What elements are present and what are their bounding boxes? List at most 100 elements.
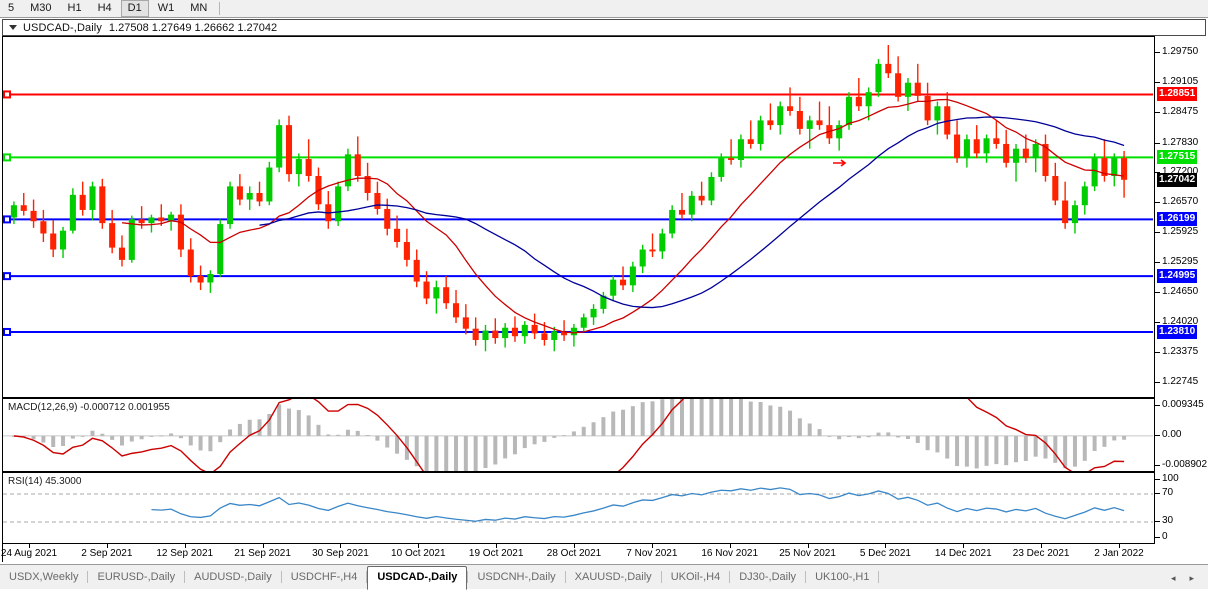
tab-separator (878, 571, 880, 583)
date-axis-tick (418, 544, 420, 548)
support-level-tag-1[interactable]: 1.26199 (1157, 212, 1198, 227)
chevron-down-icon[interactable] (9, 25, 17, 30)
macd-pane[interactable]: MACD(12,26,9) -0.000712 0.001955 (2, 398, 1154, 472)
price-axis-label: 1.25925 (1162, 226, 1199, 238)
date-axis-label: 25 Nov 2021 (779, 548, 836, 559)
tab-separator (729, 571, 731, 583)
date-axis-tick (184, 544, 186, 548)
date-axis-label: 12 Sep 2021 (156, 548, 214, 559)
price-axis-tick (1155, 142, 1160, 144)
current-price-tag[interactable]: 1.27042 (1157, 172, 1198, 187)
symbol-name: USDCAD-,Daily (23, 21, 102, 34)
date-axis-tick (1041, 544, 1043, 548)
date-axis-tick (807, 544, 809, 548)
timeframe-button-H4[interactable]: H4 (97, 2, 112, 14)
timeframe-button-H1[interactable]: H1 (67, 2, 82, 14)
rsi-axis-tick (1155, 493, 1160, 494)
macd-axis-tick (1155, 434, 1160, 436)
chart-tab-usdcaddaily[interactable]: USDCAD-,Daily (367, 566, 468, 590)
toolbar-separator (219, 2, 221, 15)
price-axis-label: 1.27830 (1162, 136, 1199, 148)
rsi-axis-tick (1155, 521, 1160, 522)
price-axis-label: 1.29750 (1162, 46, 1199, 58)
chart-tab-audusddaily[interactable]: AUDUSD-,Daily (194, 571, 272, 583)
chart-tab-bar: USDX,Weekly EURUSD-,Daily AUDUSD-,Daily USD… (0, 564, 1208, 590)
price-axis-label: 1.27200 (1162, 167, 1198, 177)
timeframe-button-W1[interactable]: W1 (157, 2, 175, 14)
symbol-ohlc: 1.27508 1.27649 1.26662 1.27042 (108, 21, 278, 34)
chart-tab-ukoilh4[interactable]: UKOil-,H4 (670, 571, 721, 583)
price-axis-tick (1155, 322, 1160, 324)
chart-tab-xauusddaily[interactable]: XAUUSD-,Daily (574, 571, 652, 583)
timeframe-button-5[interactable]: 5 (8, 2, 15, 14)
rsi-axis-tick (1155, 479, 1160, 480)
date-axis-label: 7 Nov 2021 (626, 548, 678, 559)
macd-axis: 0.009345 0.00 -0.008902 (1154, 398, 1208, 472)
tab-separator (184, 571, 186, 583)
price-axis-tick (1155, 262, 1160, 263)
rsi-pane[interactable]: RSI(14) 45.3000 (2, 472, 1154, 544)
price-chart-pane[interactable] (2, 36, 1154, 398)
price-axis-label: 1.22745 (1162, 376, 1199, 388)
price-axis-label: 1.23375 (1162, 346, 1199, 358)
symbol-header: USDCAD-,Daily 1.27508 1.27649 1.26662 1.… (2, 19, 1206, 36)
chart-tab-dj30daily[interactable]: DJ30-,Daily (739, 571, 797, 583)
price-axis-label: 1.28475 (1162, 106, 1199, 118)
green-level-tag[interactable]: 1.27515 (1157, 150, 1198, 165)
price-axis-tick (1155, 352, 1160, 354)
date-axis-label: 28 Oct 2021 (546, 548, 602, 559)
timeframe-button-MN[interactable]: MN (190, 2, 208, 14)
support-level-tag-2[interactable]: 1.24995 (1157, 269, 1198, 284)
date-axis-label: 19 Oct 2021 (468, 548, 524, 559)
price-axis[interactable]: 1.29750 1.29105 1.28475 1.27830 1.27200 1.265… (1154, 36, 1208, 398)
tab-separator (87, 571, 89, 583)
price-axis-tick (1155, 232, 1160, 234)
date-axis-tick (963, 544, 965, 548)
rsi-axis-label: 30 (1162, 515, 1174, 526)
rsi-axis-label: 0 (1162, 531, 1168, 542)
price-axis-label: 1.26570 (1162, 195, 1199, 207)
support-level-tag-3[interactable]: 1.23810 (1157, 324, 1198, 339)
date-axis-label: 30 Sep 2021 (312, 548, 369, 559)
date-axis-tick (340, 544, 342, 548)
tab-separator (660, 571, 662, 583)
chart-tab-usdxweekly[interactable]: USDX,Weekly (9, 571, 79, 583)
chart-tab-uk100h1[interactable]: UK100-,H1 (815, 571, 870, 583)
tab-nav-next-icon[interactable]: ▸ (1189, 573, 1194, 583)
macd-axis-label: 0.009345 (1162, 399, 1204, 410)
tab-separator (280, 571, 282, 583)
chart-tab-usdchfh4[interactable]: USDCHF-,H4 (290, 571, 358, 583)
resistance-level-tag[interactable]: 1.28851 (1157, 87, 1198, 102)
tab-separator (805, 571, 807, 583)
rsi-axis-label: 100 (1162, 473, 1179, 484)
date-axis-tick (1119, 544, 1120, 548)
price-axis-tick (1155, 52, 1160, 54)
chart-tab-usdcnhdaily[interactable]: USDCNH-,Daily (477, 571, 556, 583)
date-axis-label: 21 Sep 2021 (234, 548, 291, 559)
date-axis-tick (29, 544, 30, 548)
macd-axis-label: 0.00 (1162, 428, 1182, 440)
timeframe-button-D1[interactable]: D1 (120, 0, 149, 17)
macd-axis-label: -0.008902 (1162, 459, 1208, 470)
date-axis-tick (106, 544, 108, 548)
date-axis-label: 2 Sep 2021 (81, 548, 133, 559)
date-axis-tick (885, 544, 887, 548)
chart-tab-eurusddaily[interactable]: EURUSD-,Daily (97, 571, 176, 583)
tab-separator (564, 571, 566, 583)
tab-nav-prev-icon[interactable]: ◂ (1170, 573, 1176, 583)
date-axis-tick (574, 544, 575, 548)
price-axis-label: 1.24650 (1162, 286, 1199, 298)
rsi-axis-tick (1155, 537, 1160, 538)
date-axis-label: 16 Nov 2021 (701, 548, 759, 559)
price-axis-tick (1155, 292, 1160, 294)
tab-nav-arrows: ◂ ▸ (1164, 573, 1208, 584)
date-axis-label: 5 Dec 2021 (859, 548, 911, 559)
timeframe-button-M30[interactable]: M30 (30, 2, 52, 14)
macd-axis-tick (1155, 465, 1160, 466)
date-axis: 24 Aug 2021 2 Sep 2021 12 Sep 2021 21 Sep 2… (1, 544, 1154, 562)
rsi-axis-label: 70 (1162, 487, 1174, 498)
timeframe-toolbar: 5 M30 H1 H4 D1 W1 MN (0, 0, 1208, 18)
price-axis-tick (1155, 112, 1160, 114)
tab-separator (467, 571, 469, 583)
